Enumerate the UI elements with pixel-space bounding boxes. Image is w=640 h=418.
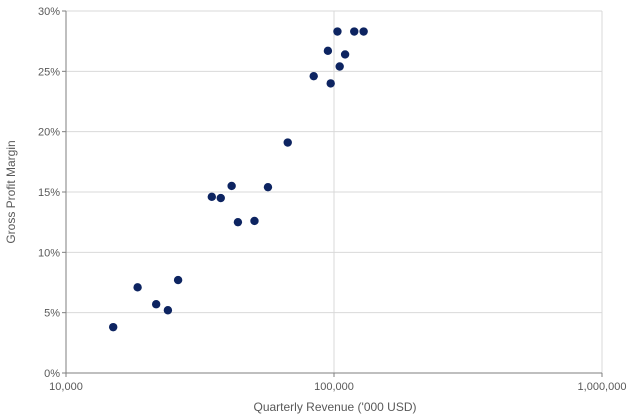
data-point bbox=[151, 300, 161, 309]
x-tick-label: 10,000 bbox=[49, 381, 83, 393]
x-axis-title: Quarterly Revenue ('000 USD) bbox=[253, 400, 416, 414]
data-point bbox=[350, 27, 359, 36]
y-axis-ticks: 0% 5% 10% 15% 20% 25% 30% bbox=[38, 6, 60, 380]
data-point bbox=[233, 217, 243, 227]
data-point bbox=[309, 71, 318, 81]
data-point bbox=[163, 306, 173, 315]
y-tick-label: 0% bbox=[44, 368, 60, 380]
y-axis-title: Gross Profit Margin bbox=[4, 140, 18, 243]
y-tick-label: 15% bbox=[38, 187, 60, 199]
data-point bbox=[323, 46, 333, 56]
data-point bbox=[207, 192, 217, 202]
y-tick-label: 10% bbox=[38, 247, 60, 259]
y-tick-label: 5% bbox=[44, 308, 60, 320]
data-point bbox=[173, 275, 183, 285]
data-point bbox=[216, 193, 225, 203]
data-point bbox=[133, 283, 142, 292]
data-point bbox=[250, 216, 259, 226]
x-tick-label: 1,000,000 bbox=[578, 381, 627, 393]
y-tick-label: 25% bbox=[38, 66, 60, 78]
data-point bbox=[326, 79, 335, 88]
data-point bbox=[283, 138, 292, 147]
y-tick-label: 20% bbox=[38, 127, 60, 139]
data-point bbox=[335, 62, 344, 71]
y-tick-label: 30% bbox=[38, 6, 60, 18]
data-point bbox=[227, 181, 236, 191]
data-points bbox=[108, 27, 368, 332]
x-tick-label: 100,000 bbox=[314, 381, 354, 393]
axes bbox=[62, 10, 603, 377]
data-point bbox=[340, 50, 350, 59]
data-point bbox=[263, 182, 273, 192]
data-point bbox=[108, 322, 118, 332]
data-point bbox=[359, 27, 368, 36]
data-point bbox=[333, 27, 342, 36]
x-axis-ticks: 10,000 100,000 1,000,000 bbox=[49, 381, 626, 393]
gridlines bbox=[66, 10, 603, 373]
